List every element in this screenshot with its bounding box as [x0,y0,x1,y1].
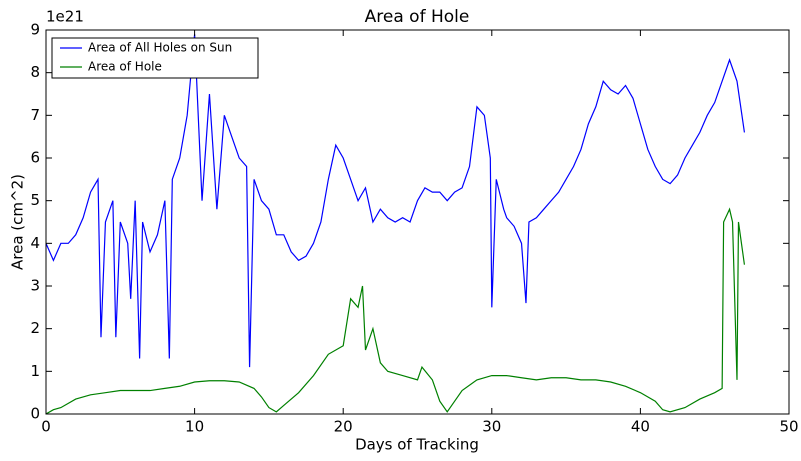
x-tick-label: 50 [779,418,798,436]
legend-label: Area of All Holes on Sun [88,41,232,55]
series-line [46,207,746,414]
y-tick-label: 4 [30,234,40,252]
series-line [46,34,746,368]
legend-label: Area of Hole [88,60,162,74]
y-tick-label: 3 [30,277,40,295]
y-tick-label: 8 [30,63,40,81]
x-tick-label: 0 [41,418,51,436]
chart-title: Area of Hole [365,7,470,27]
y-tick-label: 1 [30,362,40,380]
y-tick-label: 7 [30,106,40,124]
y-offset-label: 1e21 [46,8,84,26]
x-axis-label: Days of Tracking [355,436,479,454]
y-tick-label: 9 [30,21,40,39]
y-axis-label: Area (cm^2) [9,174,27,270]
y-tick-label: 2 [30,319,40,337]
x-tick-label: 20 [334,418,353,436]
x-tick-label: 40 [631,418,650,436]
x-tick-label: 10 [185,418,204,436]
y-tick-label: 6 [30,149,40,167]
y-tick-label: 0 [30,405,40,423]
legend-box [51,37,259,79]
x-tick-label: 30 [482,418,501,436]
plot-frame [45,29,790,415]
y-tick-label: 5 [30,191,40,209]
